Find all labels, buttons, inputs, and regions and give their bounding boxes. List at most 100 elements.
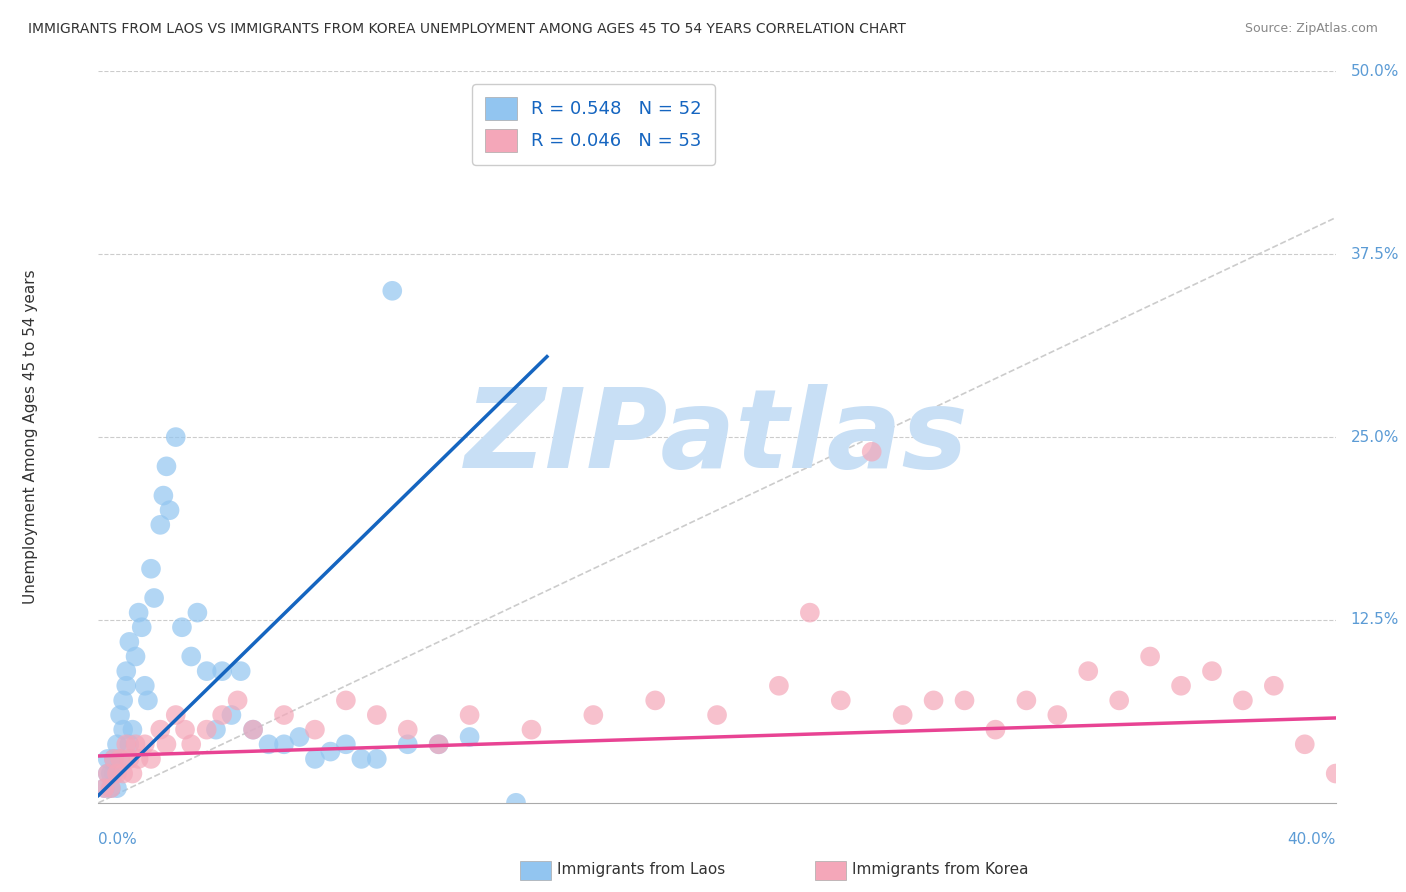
Point <box>396 723 419 737</box>
Point <box>115 679 138 693</box>
Point <box>830 693 852 707</box>
Point <box>706 708 728 723</box>
Point <box>768 679 790 693</box>
Point <box>226 693 249 707</box>
Point <box>505 796 527 810</box>
Point <box>799 606 821 620</box>
Text: 50.0%: 50.0% <box>1351 64 1399 78</box>
Text: 25.0%: 25.0% <box>1351 430 1399 444</box>
Point <box>891 708 914 723</box>
Point <box>112 723 135 737</box>
Point <box>136 693 159 707</box>
Point <box>205 723 228 737</box>
Point <box>170 620 193 634</box>
Point <box>582 708 605 723</box>
Point <box>211 708 233 723</box>
Point <box>953 693 976 707</box>
Point <box>100 781 122 796</box>
Point <box>100 766 122 780</box>
Point <box>257 737 280 751</box>
Text: 40.0%: 40.0% <box>1288 832 1336 847</box>
Point <box>128 606 150 620</box>
Point <box>103 752 125 766</box>
Point <box>644 693 666 707</box>
Point <box>304 723 326 737</box>
Point <box>1263 679 1285 693</box>
Point <box>103 752 125 766</box>
Point <box>1201 664 1223 678</box>
Point <box>124 649 146 664</box>
Point <box>335 737 357 751</box>
Point <box>427 737 450 751</box>
Point <box>180 737 202 751</box>
Point <box>1046 708 1069 723</box>
Point <box>97 766 120 780</box>
Text: Source: ZipAtlas.com: Source: ZipAtlas.com <box>1244 22 1378 36</box>
Point <box>97 766 120 780</box>
Point <box>108 752 131 766</box>
Point <box>319 745 342 759</box>
Point <box>93 781 115 796</box>
Point <box>1294 737 1316 751</box>
Point <box>350 752 373 766</box>
Text: ZIPatlas: ZIPatlas <box>465 384 969 491</box>
Point <box>366 708 388 723</box>
Point <box>174 723 197 737</box>
Point <box>121 723 143 737</box>
Text: 0.0%: 0.0% <box>98 832 138 847</box>
Point <box>105 737 128 751</box>
Text: Immigrants from Korea: Immigrants from Korea <box>852 863 1029 877</box>
Point <box>242 723 264 737</box>
Point <box>304 752 326 766</box>
Point <box>186 606 208 620</box>
Point <box>118 752 141 766</box>
Point <box>105 781 128 796</box>
Point <box>152 489 174 503</box>
Point <box>1015 693 1038 707</box>
Point <box>335 693 357 707</box>
Point <box>128 752 150 766</box>
Point <box>221 708 243 723</box>
Point <box>195 723 218 737</box>
Point <box>121 766 143 780</box>
Point <box>139 752 162 766</box>
Point <box>1108 693 1130 707</box>
Point <box>103 766 125 780</box>
Point <box>1077 664 1099 678</box>
Point <box>134 679 156 693</box>
Point <box>211 664 233 678</box>
Point <box>1324 766 1347 780</box>
Point <box>134 737 156 751</box>
Point <box>124 737 146 751</box>
Point <box>458 708 481 723</box>
Point <box>108 752 131 766</box>
Point <box>139 562 162 576</box>
Point <box>396 737 419 751</box>
Point <box>159 503 181 517</box>
Point <box>165 430 187 444</box>
Point <box>97 752 120 766</box>
Point <box>381 284 404 298</box>
Point <box>984 723 1007 737</box>
Point <box>1232 693 1254 707</box>
Point <box>108 708 131 723</box>
Point <box>93 781 115 796</box>
Text: 37.5%: 37.5% <box>1351 247 1399 261</box>
Point <box>155 459 177 474</box>
Text: IMMIGRANTS FROM LAOS VS IMMIGRANTS FROM KOREA UNEMPLOYMENT AMONG AGES 45 TO 54 Y: IMMIGRANTS FROM LAOS VS IMMIGRANTS FROM … <box>28 22 905 37</box>
Point <box>112 693 135 707</box>
Point <box>105 766 128 780</box>
Point <box>288 730 311 744</box>
Point <box>149 517 172 532</box>
Point <box>131 620 153 634</box>
Point <box>115 664 138 678</box>
Point <box>180 649 202 664</box>
Point <box>155 737 177 751</box>
Text: 12.5%: 12.5% <box>1351 613 1399 627</box>
Point <box>149 723 172 737</box>
Point <box>118 635 141 649</box>
Point <box>118 737 141 751</box>
Point <box>242 723 264 737</box>
Point <box>273 708 295 723</box>
Point <box>922 693 945 707</box>
